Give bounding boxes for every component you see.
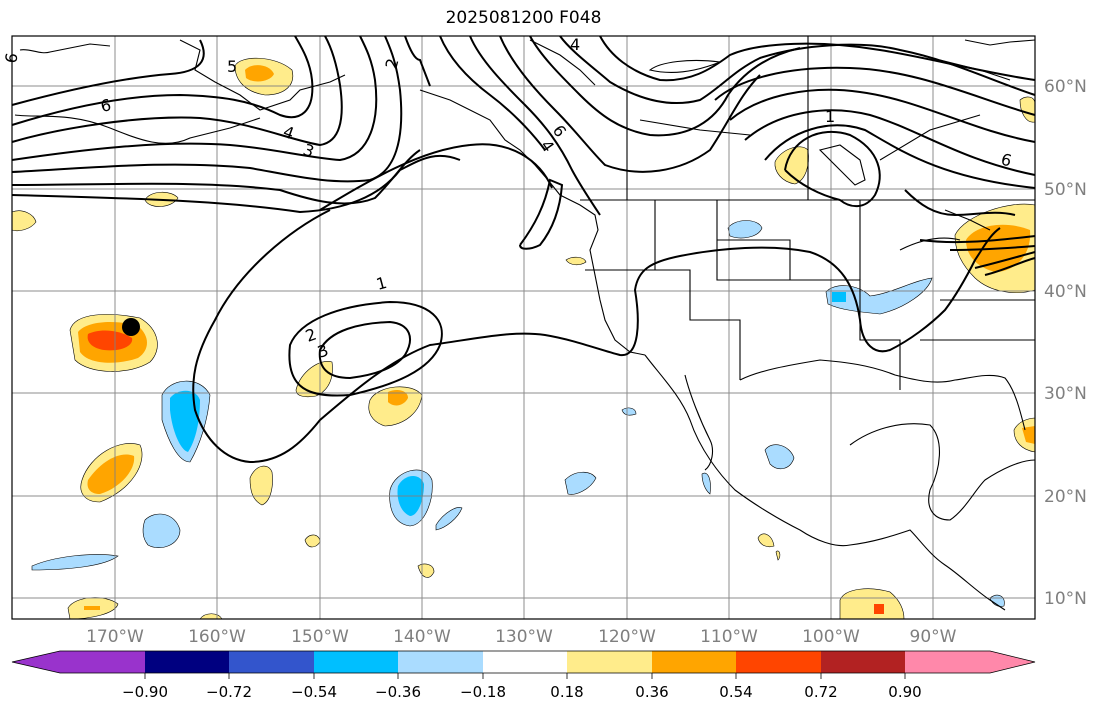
map-title: 2025081200 F048	[445, 8, 602, 28]
contour-label: 1	[374, 273, 389, 294]
shade-positive	[874, 604, 884, 614]
colorbar-label: −0.18	[460, 683, 506, 701]
lat-label: 20°N	[1044, 487, 1087, 507]
contour-label: 1	[825, 107, 835, 126]
contour-label: 6	[999, 150, 1014, 171]
shade-positive	[839, 588, 905, 620]
contour-lines	[11, 35, 1036, 464]
colorbar-label: 0.18	[550, 683, 583, 701]
colorbar-segment	[398, 651, 483, 673]
contour-label: 6	[99, 95, 113, 116]
shade-negative	[170, 390, 200, 452]
colorbar-segment	[652, 651, 736, 673]
colorbar-segment	[905, 651, 990, 673]
shade-positive	[774, 146, 809, 185]
shade-positive	[84, 606, 100, 610]
lat-label: 10°N	[1044, 589, 1087, 609]
colorbar-label: 0.36	[635, 683, 668, 701]
shade-positive	[368, 386, 423, 427]
colorbar-segment	[60, 651, 145, 673]
lon-label: 120°W	[598, 627, 656, 647]
colorbar-label: −0.90	[122, 683, 168, 701]
shade-positive	[245, 65, 274, 82]
colorbar-segment	[736, 651, 821, 673]
colorbar-segment	[314, 651, 398, 673]
contour-label: 2	[382, 56, 403, 71]
shade-positive	[11, 210, 37, 232]
contour-label: 4	[570, 35, 580, 54]
colorbar-label: −0.72	[206, 683, 252, 701]
shade-negative	[621, 407, 637, 416]
shade-positive	[565, 256, 587, 266]
shade-positive	[249, 465, 273, 506]
lon-label: 130°W	[495, 627, 553, 647]
colorbar-label: 0.54	[719, 683, 752, 701]
lon-label: 110°W	[700, 627, 758, 647]
colorbar-label: −0.54	[291, 683, 337, 701]
shade-positive	[87, 454, 135, 494]
colorbar-segment	[12, 651, 60, 673]
shade-negative	[764, 444, 795, 470]
shade-positive	[775, 550, 781, 561]
colorbar-segment	[145, 651, 229, 673]
shade-negative	[564, 471, 597, 495]
map-frame	[11, 35, 1036, 620]
lon-label: 140°W	[393, 627, 451, 647]
colorbar-segment	[567, 651, 652, 673]
coastlines	[14, 36, 1036, 611]
colorbar-label: −0.36	[375, 683, 421, 701]
shade-negative	[142, 513, 181, 549]
shade-negative	[701, 472, 711, 495]
lat-label: 50°N	[1044, 180, 1087, 200]
shade-negative	[832, 292, 846, 302]
lon-label: 160°W	[188, 627, 246, 647]
shade-negative	[31, 554, 119, 571]
lat-label: 30°N	[1044, 384, 1087, 404]
colorbar-label: 0.72	[804, 683, 837, 701]
colorbar-segment	[990, 651, 1035, 673]
shade-negative	[435, 507, 463, 531]
colorbar-segment	[229, 651, 314, 673]
shade-positive	[1022, 426, 1035, 444]
contour-label: 5	[227, 57, 237, 76]
latitude-labels: 60°N 50°N 40°N 30°N 20°N 10°N	[1044, 77, 1087, 609]
colorbar-segment	[821, 651, 905, 673]
shade-positive	[757, 533, 775, 548]
lat-label: 40°N	[1044, 282, 1087, 302]
shade-positive	[388, 390, 408, 406]
lon-label: 90°W	[910, 627, 957, 647]
lon-label: 150°W	[291, 627, 349, 647]
longitude-labels: 170°W 160°W 150°W 140°W 130°W 120°W 110°…	[86, 627, 957, 647]
location-marker	[122, 318, 140, 336]
lon-label: 100°W	[802, 627, 860, 647]
colorbar-segment	[483, 651, 567, 673]
shade-negative	[727, 220, 763, 239]
lat-label: 60°N	[1044, 77, 1087, 97]
colorbar: −0.90 −0.72 −0.54 −0.36 −0.18 0.18 0.36 …	[11, 650, 1036, 701]
colorbar-outline	[11, 650, 1036, 674]
shade-positive	[295, 361, 333, 398]
shade-positive	[87, 330, 133, 351]
colorbar-label: 0.90	[888, 683, 921, 701]
lon-label: 170°W	[86, 627, 144, 647]
